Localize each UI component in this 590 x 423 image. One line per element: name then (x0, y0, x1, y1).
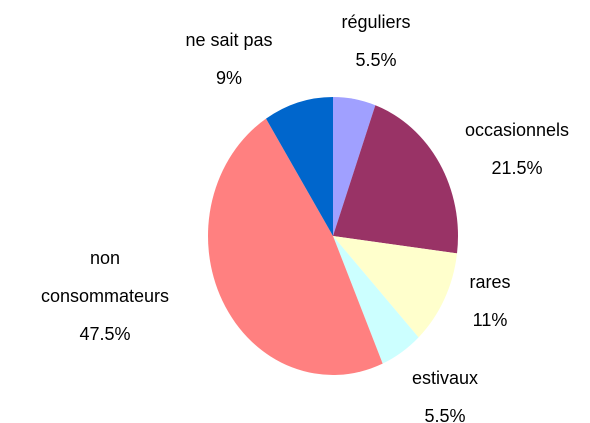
value-label: 11% (472, 310, 508, 330)
category-label: non consommateurs (40, 248, 170, 306)
value-label: 21.5% (491, 158, 543, 178)
value-label: 47.5% (79, 324, 131, 344)
slice-label: ne sait pas 9% (154, 21, 304, 97)
value-label: 5.5% (424, 406, 466, 423)
category-label: estivaux (411, 368, 479, 388)
slice-label: rares 11% (415, 263, 565, 339)
pie-slice (333, 97, 376, 236)
category-label: réguliers (341, 12, 411, 32)
slice-label: estivaux 5.5% (370, 359, 520, 423)
slice-label: réguliers 5.5% (301, 3, 451, 79)
pie-slice (266, 97, 333, 236)
category-label: rares (469, 272, 511, 292)
slice-label: occasionnels 21.5% (442, 111, 590, 187)
pie-slice (333, 105, 458, 254)
value-label: 5.5% (355, 50, 397, 70)
value-label: 9% (215, 68, 242, 88)
category-label: ne sait pas (185, 30, 273, 50)
category-label: occasionnels (464, 120, 570, 140)
pie-slice (333, 236, 419, 364)
pie-slice (207, 118, 383, 376)
pie-slice (333, 236, 458, 338)
slice-label: non consommateurs 47.5% (40, 239, 170, 353)
